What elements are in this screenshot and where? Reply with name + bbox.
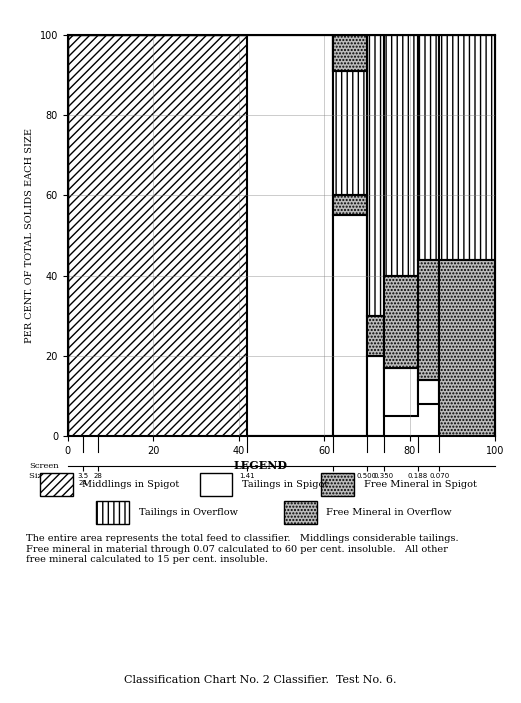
Text: LEGEND: LEGEND xyxy=(233,460,288,472)
Bar xyxy=(284,501,317,524)
Y-axis label: PER CENT. OF TOTAL SOLIDS EACH SIZE: PER CENT. OF TOTAL SOLIDS EACH SIZE xyxy=(25,128,34,343)
Text: Tailings in Overflow: Tailings in Overflow xyxy=(139,508,238,517)
Bar xyxy=(367,356,384,436)
Text: The entire area represents the total feed to classifier.   Middlings considerabl: The entire area represents the total fee… xyxy=(26,534,458,564)
Bar xyxy=(332,35,367,195)
Text: Screen
Size, mm.: Screen Size, mm. xyxy=(29,462,71,479)
Bar xyxy=(332,195,367,215)
Bar xyxy=(332,215,367,436)
Bar xyxy=(321,473,354,496)
Bar xyxy=(418,259,439,380)
Bar xyxy=(332,35,367,71)
Bar xyxy=(384,35,418,276)
Bar xyxy=(418,35,439,259)
Text: Middlings in Spigot: Middlings in Spigot xyxy=(82,480,180,489)
Text: Free Mineral in Spigot: Free Mineral in Spigot xyxy=(364,480,477,489)
Bar xyxy=(418,380,439,404)
Text: Classification Chart No. 2 Classifier.  Test No. 6.: Classification Chart No. 2 Classifier. T… xyxy=(124,676,397,685)
Bar xyxy=(96,501,129,524)
Bar xyxy=(332,35,367,71)
Bar xyxy=(40,473,73,496)
Bar xyxy=(384,276,418,368)
Bar xyxy=(439,35,495,259)
Bar xyxy=(439,259,495,436)
Text: Free Mineral in Overflow: Free Mineral in Overflow xyxy=(326,508,452,517)
Text: Tailings in Spigot: Tailings in Spigot xyxy=(242,480,328,489)
Bar xyxy=(200,473,232,496)
Bar xyxy=(384,368,418,415)
Bar xyxy=(367,316,384,356)
Bar xyxy=(68,35,247,436)
Bar xyxy=(247,35,332,436)
Bar xyxy=(367,35,384,316)
